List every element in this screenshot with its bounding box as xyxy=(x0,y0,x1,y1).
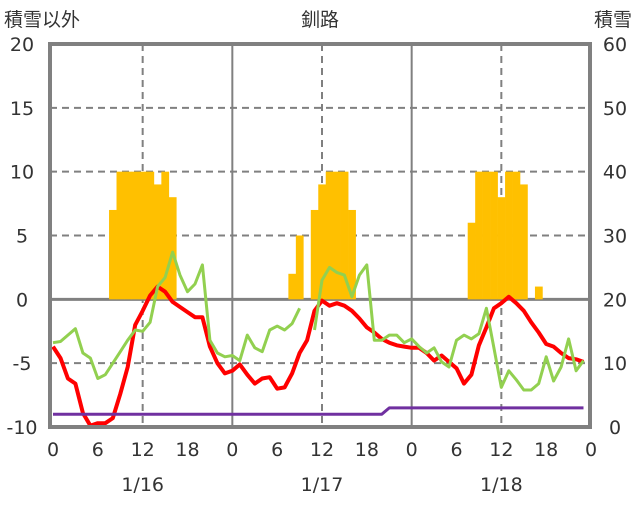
hour-tick-label: 12 xyxy=(489,439,513,461)
hour-tick-label: 18 xyxy=(355,439,379,461)
hour-tick-label: 6 xyxy=(271,439,283,461)
snowfall-bars xyxy=(109,171,543,300)
snowfall-bar xyxy=(325,171,334,300)
snowfall-bar xyxy=(534,286,543,300)
series-lines xyxy=(51,250,585,428)
right-tick-label: 10 xyxy=(603,353,627,375)
plot-border xyxy=(48,42,592,429)
right-axis-label: 積雪 xyxy=(594,9,632,31)
hour-tick-label: 12 xyxy=(131,439,155,461)
date-label: 1/17 xyxy=(301,474,344,496)
hour-tick-label: 0 xyxy=(406,439,418,461)
left-tick-label: 15 xyxy=(10,98,34,120)
date-label: 1/18 xyxy=(480,474,523,496)
right-tick-label: 40 xyxy=(603,162,627,184)
snowfall-bar xyxy=(168,197,177,300)
snowfall-bar xyxy=(497,197,506,300)
hour-tick-label: 0 xyxy=(226,439,238,461)
snowfall-bar xyxy=(348,209,356,300)
chart-title: 釧路 xyxy=(301,9,339,31)
right-tick-label: 0 xyxy=(609,417,621,439)
snowfall-bar xyxy=(131,171,140,300)
hour-tick-label: 12 xyxy=(310,439,334,461)
hour-tick-label: 18 xyxy=(534,439,558,461)
snowfall-bar xyxy=(333,171,341,300)
snowfall-bar xyxy=(467,222,476,300)
hour-tick-label: 0 xyxy=(585,439,597,461)
snowfall-bar xyxy=(475,171,483,300)
date-label: 1/16 xyxy=(121,474,164,496)
left-tick-label: -5 xyxy=(13,353,32,375)
left-tick-label: 10 xyxy=(10,162,34,184)
snowfall-bar xyxy=(138,171,147,300)
snowfall-bar xyxy=(490,171,498,300)
snowfall-bar xyxy=(505,171,513,300)
snowfall-bar xyxy=(116,171,125,300)
snowfall-bar xyxy=(295,235,304,300)
hour-tick-label: 0 xyxy=(47,439,59,461)
right-tick-label: 50 xyxy=(603,98,627,120)
snowfall-bar xyxy=(288,273,297,300)
left-axis-label: 積雪以外 xyxy=(4,9,80,31)
snowfall-bar xyxy=(512,171,521,300)
plot-frame xyxy=(48,42,592,429)
right-tick-label: 30 xyxy=(603,226,627,248)
snow-depth-line xyxy=(53,406,584,416)
snowfall-bar xyxy=(318,184,327,300)
snowfall-bar xyxy=(340,171,349,300)
hour-tick-label: 6 xyxy=(92,439,104,461)
snowfall-bar xyxy=(310,209,319,300)
other-line xyxy=(52,250,585,392)
snowfall-bar xyxy=(109,209,117,300)
snowfall-bar xyxy=(161,171,170,300)
right-tick-label: 20 xyxy=(603,289,627,311)
snowfall-bar xyxy=(153,184,162,300)
snowfall-bar xyxy=(482,171,491,300)
right-tick-label: 60 xyxy=(603,34,627,56)
left-tick-label: 20 xyxy=(10,34,34,56)
left-tick-label: 0 xyxy=(16,289,28,311)
hour-tick-label: 6 xyxy=(450,439,462,461)
hour-tick-label: 18 xyxy=(175,439,199,461)
snowfall-bar xyxy=(123,171,132,300)
snowfall-bar xyxy=(146,171,155,300)
snowfall-bar xyxy=(520,184,528,300)
left-tick-label: -10 xyxy=(6,417,37,439)
left-tick-label: 5 xyxy=(16,226,28,248)
